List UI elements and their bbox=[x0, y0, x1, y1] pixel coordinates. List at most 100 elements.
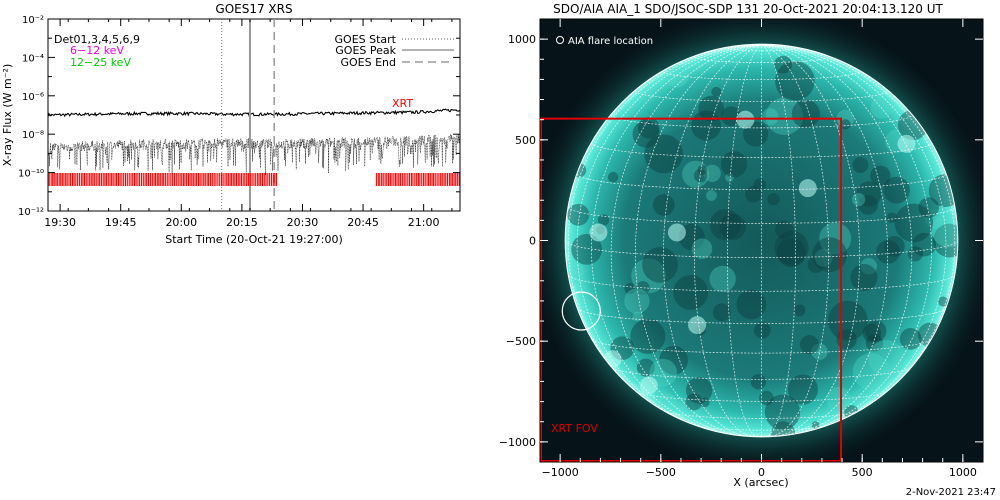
disk-texture-blob bbox=[631, 258, 667, 294]
xrt-fov-label: XRT FOV bbox=[551, 422, 598, 435]
disk-texture-blob bbox=[697, 164, 708, 175]
aia-y-tick-label: −500 bbox=[506, 335, 536, 348]
disk-texture-blob bbox=[685, 377, 713, 404]
grid-latitude-line bbox=[664, 410, 859, 419]
goes-y-tick-label: 10⁻¹² bbox=[18, 207, 44, 218]
goes-x-tick-label: 20:15 bbox=[226, 216, 258, 229]
disk-texture-blob bbox=[745, 186, 762, 203]
grid-longitude-line bbox=[761, 44, 958, 241]
active-region bbox=[798, 179, 817, 198]
disk-texture-blob bbox=[827, 300, 868, 341]
disk-texture-blob bbox=[858, 195, 878, 215]
disk-texture-blob bbox=[644, 134, 684, 174]
legend-goes-start: GOES Start bbox=[335, 33, 397, 46]
disk-texture-blob bbox=[907, 246, 923, 262]
aia-flare-location-marker bbox=[561, 291, 601, 331]
disk-texture-blob bbox=[649, 358, 678, 387]
legend-12-25kev: 12−25 keV bbox=[70, 56, 131, 69]
disk-texture-blob bbox=[712, 303, 731, 322]
disk-texture-blob bbox=[736, 289, 767, 320]
disk-texture-blob bbox=[607, 171, 619, 183]
active-region bbox=[897, 134, 916, 153]
footer-date: 2-Nov-2021 23:47 bbox=[905, 487, 996, 498]
disk-texture-blob bbox=[624, 288, 650, 314]
aia-y-tick-label: 1000 bbox=[508, 33, 536, 46]
disk-texture-blob bbox=[807, 256, 825, 273]
grid-longitude-line bbox=[565, 44, 762, 241]
disk-texture-blob bbox=[852, 353, 890, 390]
aia-y-ticks: −1000 −500 0 500 1000 bbox=[499, 33, 983, 449]
disk-texture-blob bbox=[775, 220, 794, 240]
disk-texture-blob bbox=[840, 119, 851, 130]
disk-texture-blob bbox=[793, 304, 806, 317]
disk-texture-blob bbox=[703, 164, 721, 182]
disk-texture-blob bbox=[636, 358, 655, 377]
active-region bbox=[667, 223, 686, 242]
disk-texture-blob bbox=[721, 106, 741, 127]
disk-texture-blob bbox=[811, 421, 820, 430]
goes-series-short-channel bbox=[47, 134, 461, 175]
disk-texture-blob bbox=[787, 374, 818, 405]
aia-x-tick-label: −500 bbox=[646, 466, 676, 479]
disk-texture-blob bbox=[799, 335, 819, 355]
disk-texture-blob bbox=[709, 265, 736, 293]
disk-texture-blob bbox=[685, 393, 703, 411]
disk-texture-blob bbox=[652, 194, 675, 216]
disk-texture-blob bbox=[918, 197, 940, 218]
grid-longitude-line bbox=[567, 44, 762, 417]
xrt-coverage-bars bbox=[48, 173, 460, 186]
disk-texture-blob bbox=[682, 160, 710, 188]
grid-longitude-line bbox=[761, 44, 861, 437]
disk-texture-blob bbox=[924, 208, 946, 229]
grid-longitude-line bbox=[761, 44, 956, 417]
flare-legend-label: AIA flare location bbox=[568, 36, 653, 47]
goes-y-axis-label: X-ray Flux (W m⁻²) bbox=[1, 64, 14, 166]
disk-texture-blob bbox=[636, 280, 650, 295]
disk-texture-blob bbox=[883, 176, 910, 204]
disk-texture-blob bbox=[774, 55, 793, 74]
goes-chart-title: GOES17 XRS bbox=[215, 2, 292, 16]
grid-longitude-line bbox=[761, 44, 947, 432]
disk-texture-blob bbox=[706, 190, 717, 201]
aia-x-tick-label: 1000 bbox=[949, 466, 977, 479]
disk-texture-blob bbox=[624, 283, 636, 295]
disk-texture-blob bbox=[644, 88, 654, 99]
disk-texture-blob bbox=[719, 213, 746, 241]
heliographic-grid bbox=[565, 44, 958, 437]
disk-texture-blob bbox=[851, 192, 866, 207]
disk-texture-blob bbox=[761, 108, 779, 126]
disk-texture-blob bbox=[894, 203, 934, 243]
disk-texture-blob bbox=[774, 230, 809, 265]
goes-y-tick-label: 10⁻² bbox=[22, 15, 44, 26]
disk-texture-blob bbox=[764, 394, 801, 430]
disk-texture-blob bbox=[791, 99, 820, 128]
disk-texture-blob bbox=[850, 263, 878, 291]
active-region bbox=[736, 110, 755, 129]
disk-texture-blob bbox=[637, 117, 660, 139]
disk-texture-blob bbox=[870, 165, 891, 186]
goes-x-tick-label: 19:30 bbox=[44, 216, 76, 229]
goes-x-tick-label: 20:45 bbox=[347, 216, 379, 229]
disk-texture-blob bbox=[711, 86, 722, 97]
disk-texture-blob bbox=[665, 64, 689, 88]
disk-texture-blob bbox=[865, 320, 887, 342]
goes-y-tick-label: 10⁻⁴ bbox=[22, 53, 44, 64]
disk-texture-blob bbox=[571, 233, 603, 265]
disk-texture-blob bbox=[865, 334, 884, 352]
disk-texture-blob bbox=[811, 343, 828, 360]
disk-texture-blob bbox=[698, 95, 724, 122]
aia-x-tick-label: 500 bbox=[852, 466, 873, 479]
goes-x-tick-label: 21:00 bbox=[408, 216, 440, 229]
aia-y-tick-label: 0 bbox=[529, 235, 536, 248]
grid-latitude-line bbox=[591, 338, 932, 354]
grid-longitude-line bbox=[591, 44, 762, 434]
aia-x-tick-label: −1000 bbox=[542, 466, 579, 479]
disk-texture-blob bbox=[771, 421, 795, 437]
grid-longitude-line bbox=[761, 44, 796, 437]
disk-texture-blob bbox=[819, 222, 852, 255]
grid-longitude-line bbox=[761, 44, 889, 437]
disk-texture-blob bbox=[720, 151, 748, 178]
grid-latitude-line bbox=[565, 240, 958, 258]
goes-x-axis-label: Start Time (20-Oct-21 19:27:00) bbox=[165, 233, 343, 246]
